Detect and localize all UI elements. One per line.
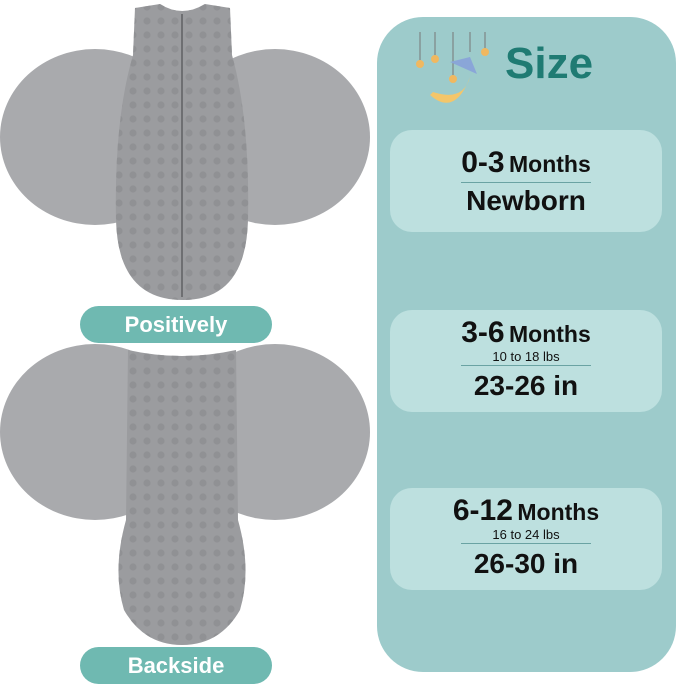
moon-stars-icon	[416, 32, 489, 103]
size-range: 3-6	[461, 316, 505, 349]
size-unit: Months	[517, 499, 600, 525]
size-length: Newborn	[466, 185, 586, 216]
size-title: Size	[505, 39, 594, 88]
size-unit: Months	[509, 151, 591, 177]
swaddle-illustrations	[0, 4, 370, 645]
size-range: 0-3	[461, 146, 505, 179]
divider	[461, 365, 591, 366]
size-weight: 16 to 24 lbs	[492, 527, 560, 542]
divider	[461, 543, 591, 544]
swaddle-front-image	[0, 4, 370, 300]
size-length: 26-30 in	[473, 548, 579, 579]
swaddle-back-image	[0, 344, 370, 645]
size-range: 6-12	[452, 494, 513, 527]
size-card-0-3: 0-3 Months Newborn	[390, 130, 662, 232]
divider	[461, 182, 591, 183]
size-unit: Months	[509, 321, 591, 347]
front-label: Positively	[80, 306, 272, 343]
size-weight: 10 to 18 lbs	[492, 349, 560, 364]
back-label: Backside	[80, 647, 272, 684]
size-panel: Size 0-3 Months Newborn 3-6 Months 10 to…	[377, 17, 676, 672]
size-length: 23-26 in	[473, 370, 579, 401]
size-card-6-12: 6-12 Months 16 to 24 lbs 26-30 in	[390, 488, 662, 590]
size-card-3-6: 3-6 Months 10 to 18 lbs 23-26 in	[390, 310, 662, 412]
